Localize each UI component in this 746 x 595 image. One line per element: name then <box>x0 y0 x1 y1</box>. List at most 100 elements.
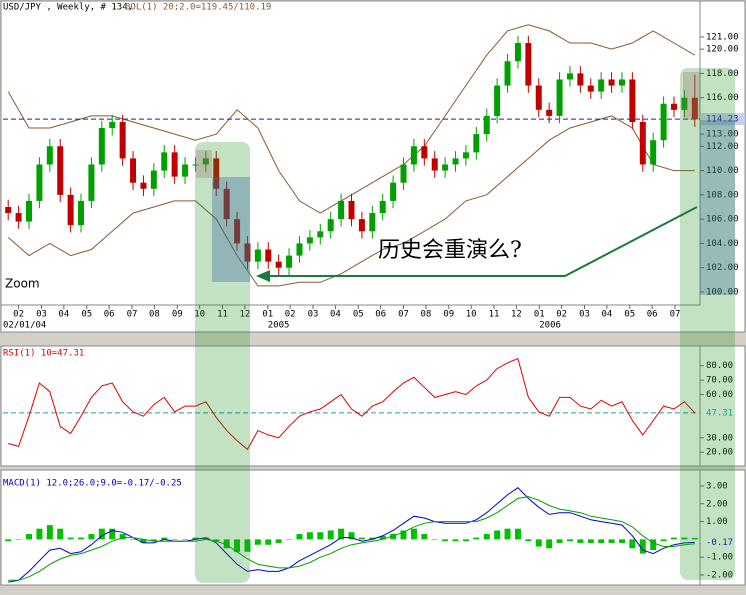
x-tick-label: 05 <box>624 310 635 320</box>
y-tick-label: 118.00 <box>706 69 739 79</box>
candle-body <box>338 200 345 220</box>
price-panel <box>0 0 746 333</box>
candle-body <box>681 97 688 110</box>
candle-body <box>234 219 241 244</box>
candle-body <box>275 261 282 268</box>
marks: 100.00102.00104.00106.00108.00110.00112.… <box>3 24 745 583</box>
candle-body <box>410 146 417 165</box>
x-tick-label: 03 <box>579 310 590 320</box>
histogram-bar <box>369 537 376 540</box>
histogram-bar <box>587 539 594 543</box>
histogram-bar <box>140 539 147 543</box>
highlight <box>195 142 250 583</box>
arrow-head <box>256 270 270 282</box>
y-tick-label: 113.00 <box>706 130 739 140</box>
candle-body <box>348 200 355 220</box>
macd-panel <box>0 469 746 586</box>
candle-body <box>223 188 230 220</box>
macd-title: MACD(1) 12.0;26.0;9.0=-0.17/-0.25 <box>3 479 182 489</box>
candle-body <box>660 103 667 141</box>
candle-body <box>462 152 469 159</box>
x-year-label: 2005 <box>268 321 290 331</box>
candle-body <box>514 43 521 62</box>
candle-body <box>639 121 646 165</box>
candle-body <box>358 219 365 232</box>
histogram-bar <box>15 539 22 540</box>
last-value-label: -0.17 <box>706 538 733 548</box>
marker-box <box>683 72 700 120</box>
candle-body <box>535 85 542 110</box>
candle-body <box>650 140 657 165</box>
histogram-bar <box>431 539 438 540</box>
y-tick-label: 120.00 <box>706 45 739 55</box>
histogram-bar <box>296 534 303 540</box>
candle-body <box>78 200 85 226</box>
marker-box <box>196 150 212 178</box>
candle-body <box>213 158 220 189</box>
candle-body <box>452 158 459 165</box>
x-tick-label: 06 <box>375 310 386 320</box>
y-tick-label: 110.00 <box>706 166 739 176</box>
candle-body <box>566 73 573 80</box>
x-tick-label: 11 <box>489 310 500 320</box>
histogram-bar <box>202 537 209 540</box>
candle-body <box>629 79 636 122</box>
histogram-bar <box>442 539 449 542</box>
x-tick-label: 09 <box>443 310 454 320</box>
x-tick-label: 08 <box>149 310 160 320</box>
candle-body <box>286 255 293 268</box>
histogram-bar <box>88 534 95 540</box>
candle-body <box>546 109 553 116</box>
x-tick-label: 02 <box>285 310 296 320</box>
candle-body <box>577 73 584 86</box>
candle-body <box>691 97 698 120</box>
candle-body <box>36 164 43 201</box>
overlay <box>195 68 735 583</box>
x-tick-label: 12 <box>239 310 250 320</box>
histogram-bar <box>535 539 542 547</box>
histogram-bar <box>452 539 459 542</box>
candle-body <box>254 249 261 262</box>
candle-body <box>390 182 397 201</box>
candle-body <box>327 219 334 232</box>
x-tick-label: 10 <box>194 310 205 320</box>
histogram-bar <box>192 537 199 540</box>
histogram-bar <box>57 528 64 540</box>
highlight <box>680 68 735 580</box>
y-tick-label: 80.00 <box>706 361 733 371</box>
x-tick-label: 10 <box>466 310 477 320</box>
x-tick-label: 01 <box>534 310 545 320</box>
histogram-bar <box>317 532 324 540</box>
candle-body <box>525 43 532 86</box>
histogram-bar <box>670 537 677 540</box>
histogram-bar <box>306 532 313 540</box>
candle-body <box>494 85 501 116</box>
histogram-bar <box>223 539 230 549</box>
candle-body <box>587 85 594 92</box>
candle-body <box>26 200 33 222</box>
x-tick-label: 06 <box>104 310 115 320</box>
histogram-bar <box>504 528 511 540</box>
histogram-bar <box>234 539 241 552</box>
candle-body <box>88 164 95 201</box>
annotation: Zoom <box>5 277 40 291</box>
candle-body <box>608 79 615 86</box>
histogram-bar <box>98 528 105 540</box>
arrow <box>262 206 698 277</box>
candle-body <box>140 182 147 189</box>
histogram-bar <box>36 528 43 540</box>
histogram-bar <box>691 537 698 540</box>
candle-body <box>670 103 677 110</box>
histogram-bar <box>182 539 189 540</box>
last-price-label: 114.23 <box>706 115 739 125</box>
x-tick-label: 03 <box>36 310 47 320</box>
x-tick-label: 08 <box>420 310 431 320</box>
histogram-bar <box>286 539 293 540</box>
histogram-bar <box>681 537 688 540</box>
histogram-bar <box>338 528 345 540</box>
histogram-bar <box>130 539 137 540</box>
y-tick-label: -2.00 <box>706 570 733 580</box>
histogram-bar <box>525 539 532 542</box>
histogram-bar <box>483 534 490 540</box>
candle-body <box>5 206 12 214</box>
